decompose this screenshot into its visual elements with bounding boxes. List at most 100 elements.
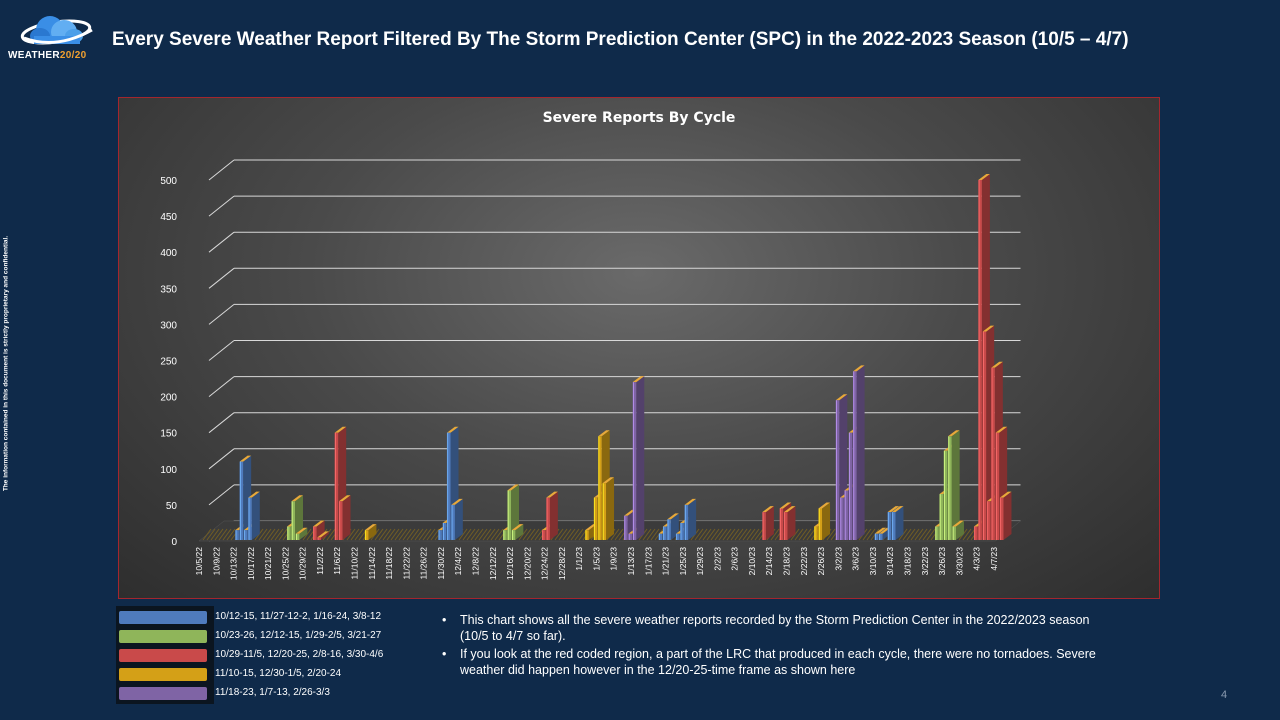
bar <box>442 522 447 540</box>
x-tick-label: 12/4/22 <box>453 547 463 576</box>
floor-hatch <box>862 528 872 541</box>
gridline-diagonal <box>208 376 235 397</box>
floor-hatch <box>302 528 312 541</box>
bar <box>935 526 939 540</box>
bar-top <box>853 365 865 372</box>
floor-hatch <box>346 528 356 541</box>
floor-hatch <box>522 528 532 541</box>
floor-hatch <box>406 528 416 541</box>
bar-side <box>606 477 615 540</box>
floor-hatch <box>422 528 432 541</box>
chart-panel: Severe Reports By Cycle 0 50 100 150 200 250 30… <box>118 97 1160 599</box>
x-tick-label: 2/14/23 <box>764 547 774 576</box>
legend-label: 10/23-26, 12/12-15, 1/29-2/5, 3/21-27 <box>215 630 382 641</box>
bar <box>503 530 507 540</box>
bar <box>878 533 883 540</box>
bar <box>943 450 948 540</box>
floor-hatch <box>266 528 276 541</box>
bar <box>511 530 516 540</box>
x-tick-label: 11/30/22 <box>436 547 446 580</box>
floor-hatch <box>614 528 624 541</box>
x-tick-label: 10/21/22 <box>263 547 273 580</box>
floor-hatch <box>558 528 568 541</box>
bar <box>818 508 823 540</box>
floor-hatch <box>410 528 420 541</box>
y-tick-label: 250 <box>160 357 177 368</box>
floor-hatch <box>218 528 228 541</box>
x-tick-label: 3/26/23 <box>937 547 947 576</box>
x-tick-label: 4/3/23 <box>972 547 982 571</box>
x-tick-label: 2/22/23 <box>799 547 809 576</box>
bar-side <box>895 506 904 540</box>
bar <box>243 530 248 540</box>
legend-swatch <box>119 687 207 700</box>
bar <box>628 533 632 540</box>
floor-hatch <box>326 528 336 541</box>
floor-hatch <box>274 528 284 541</box>
gridline-diagonal <box>208 340 235 361</box>
floor-hatch <box>386 528 396 541</box>
bar <box>952 526 956 540</box>
bar <box>658 533 663 540</box>
floor-hatch <box>526 528 536 541</box>
floor-hatch <box>734 528 744 541</box>
bar-side <box>636 376 645 540</box>
bar-side <box>299 527 308 540</box>
floor-hatch <box>566 528 576 541</box>
floor-hatch <box>922 528 932 541</box>
floor-hatch <box>806 528 816 541</box>
bar-top <box>598 430 610 437</box>
floor-hatch <box>430 528 440 541</box>
floor-hatch <box>866 528 876 541</box>
y-tick-label: 100 <box>160 465 177 476</box>
x-tick-label: 10/13/22 <box>229 547 239 580</box>
floor-hatch <box>802 528 812 541</box>
bar <box>779 508 784 540</box>
x-tick-label: 11/18/22 <box>384 547 394 580</box>
floor-hatch <box>914 528 924 541</box>
floor-hatch <box>222 528 232 541</box>
confidentiality-note: The information contained in this docume… <box>2 235 10 492</box>
bar-top <box>334 426 347 433</box>
x-tick-label: 1/13/23 <box>626 547 636 576</box>
bar <box>602 483 607 540</box>
gridline-diagonal <box>208 195 235 217</box>
legend-swatch <box>119 630 207 643</box>
x-tick-label: 1/1/23 <box>574 547 584 571</box>
page-title: Every Severe Weather Report Filtered By … <box>112 29 1129 50</box>
bar <box>762 512 766 540</box>
bar-top <box>978 174 990 180</box>
floor-hatch <box>570 528 580 541</box>
bar-top <box>818 502 831 509</box>
bar <box>593 497 598 540</box>
floor-hatch <box>702 528 712 541</box>
bar <box>814 526 818 540</box>
floor-hatch <box>418 528 428 541</box>
floor-hatch <box>962 528 972 541</box>
x-tick-label: 12/28/22 <box>557 547 567 580</box>
bar <box>546 497 550 540</box>
floor-hatch <box>574 528 584 541</box>
x-tick-label: 3/6/23 <box>851 547 861 571</box>
floor-hatch <box>726 528 736 541</box>
floor-hatch <box>402 528 412 541</box>
x-tick-label: 12/12/22 <box>488 547 498 580</box>
x-tick-label: 3/18/23 <box>902 547 912 576</box>
floor-hatch <box>494 528 504 541</box>
floor-hatch <box>378 528 388 541</box>
floor-hatch <box>214 528 224 541</box>
x-tick-label: 3/14/23 <box>885 547 895 576</box>
floor-hatch <box>202 528 212 541</box>
legend-label: 11/18-23, 1/7-13, 2/26-3/3 <box>215 687 330 698</box>
x-tick-label: 12/24/22 <box>540 547 550 580</box>
bar-side <box>295 495 303 540</box>
legend-label: 10/29-11/5, 12/20-25, 2/8-16, 3/30-4/6 <box>215 649 384 660</box>
floor-hatch <box>482 528 492 541</box>
bar <box>541 530 546 540</box>
legend-swatch <box>119 668 207 681</box>
bar <box>624 515 628 540</box>
floor-hatch <box>770 528 780 541</box>
floor-hatch <box>518 528 528 541</box>
floor-hatch <box>710 528 720 541</box>
bar <box>874 533 879 540</box>
